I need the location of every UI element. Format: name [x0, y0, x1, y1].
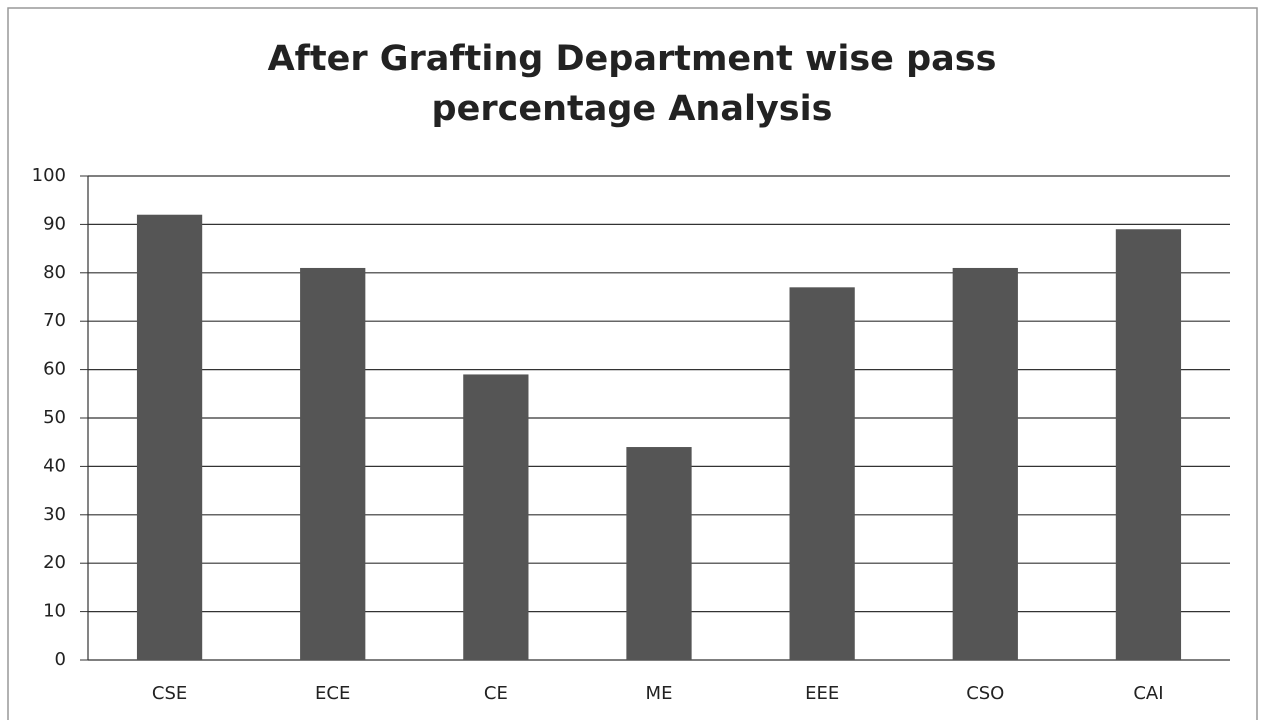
x-tick-label: CAI [1133, 683, 1163, 704]
x-tick-label: CE [484, 683, 508, 704]
y-tick-label: 60 [43, 359, 66, 380]
x-tick-label: CSE [152, 683, 187, 704]
y-tick-label: 50 [43, 407, 66, 428]
x-tick-label: ME [646, 683, 673, 704]
bar [626, 447, 692, 660]
y-tick-label: 10 [43, 601, 66, 622]
y-tick-label: 30 [43, 504, 66, 525]
bar [136, 214, 203, 660]
x-tick-label: EEE [805, 683, 839, 704]
bar [1115, 229, 1182, 661]
bar [300, 267, 366, 660]
x-tick-label: CSO [966, 683, 1004, 704]
y-tick-label: 0 [55, 649, 66, 670]
y-tick-label: 90 [43, 213, 66, 234]
y-tick-label: 100 [32, 165, 66, 186]
chart-title: After Grafting Department wise pass perc… [267, 39, 997, 129]
bar [952, 267, 1018, 660]
y-tick-label: 70 [43, 310, 66, 331]
y-tick-label: 40 [43, 455, 66, 476]
y-tick-label: 20 [43, 552, 66, 573]
chart-frame [7, 7, 1258, 720]
bar [463, 374, 529, 660]
x-tick-label: ECE [315, 683, 350, 704]
bar [789, 287, 855, 660]
y-tick-label: 80 [43, 262, 66, 283]
